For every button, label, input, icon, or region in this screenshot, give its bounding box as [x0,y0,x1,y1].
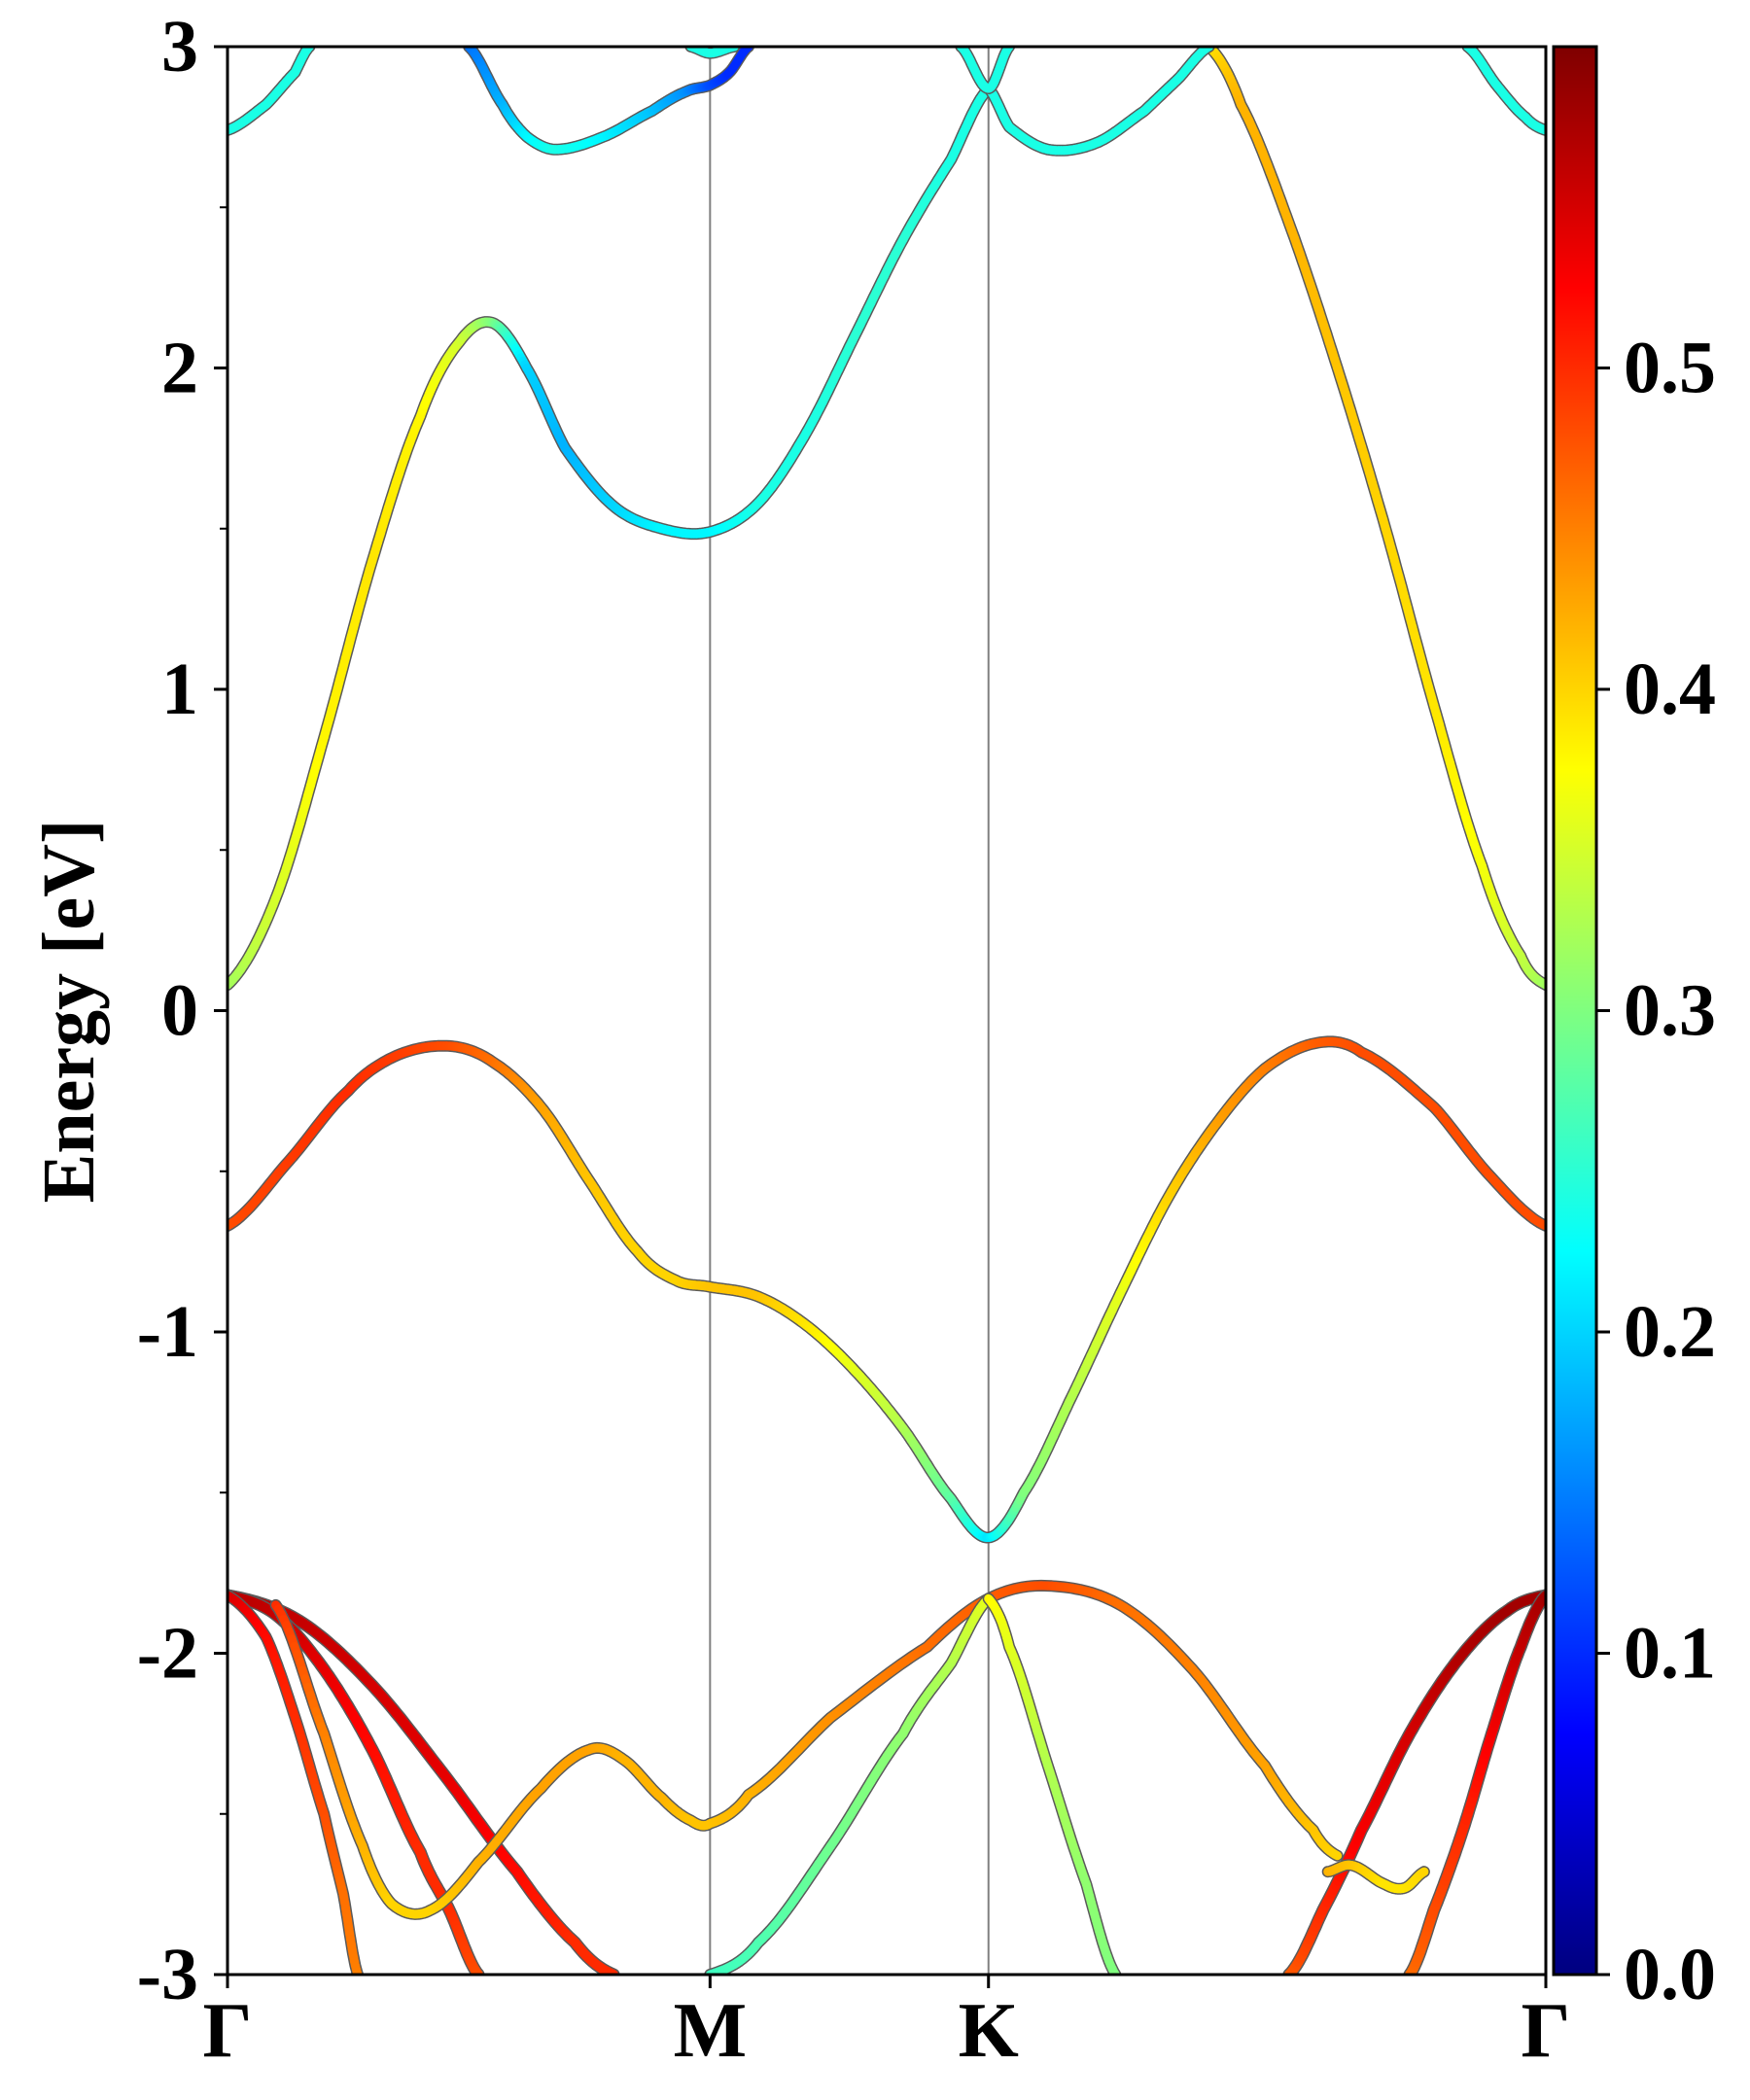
x-tick-label: M [674,1988,748,2074]
y-tick-label: 2 [161,328,198,409]
band-band-7 [1282,1589,1546,1975]
y-tick-label: -1 [137,1291,198,1373]
x-tick-label: K [959,1988,1019,2074]
colorbar-axis: 0.0 0.1 0.2 0.3 0.4 0.5 [1596,328,1716,2015]
band-outline [1282,1589,1546,1975]
colorbar-tick-label: 0.0 [1624,1934,1716,2015]
band-lines [228,47,1546,1975]
y-tick-label: 1 [161,648,198,730]
band-band-8 [1403,1589,1546,1975]
band-band-5 [704,1592,995,1975]
band-outline [269,1579,1344,1920]
colorbar-tick-label: 0.3 [1624,970,1716,1052]
y-axis: 3 2 1 0 -1 -2 -3 [137,6,228,2015]
x-tick-label: Γ [1522,1988,1571,2074]
band-band-11 [228,83,995,992]
y-tick-label: -3 [137,1934,198,2015]
y-axis-label: Energy [eV] [28,820,110,1204]
y-tick-label: 3 [161,6,198,88]
band-band-6 [982,1592,1122,1975]
band-band-4 [269,1579,1344,1920]
band-band-10 [228,1035,1546,1544]
colorbar-tick-label: 0.1 [1624,1613,1716,1695]
band-band-9 [1321,1859,1430,1895]
band-band-17 [463,47,754,156]
colorbar-tick-label: 0.2 [1624,1291,1716,1373]
band-segment [1331,1850,1343,1861]
colorbar-tick-label: 0.4 [1624,648,1716,730]
colorbar-tick-label: 0.5 [1624,328,1716,409]
x-tick-label: Γ [203,1988,253,2074]
y-tick-label: -2 [137,1613,198,1695]
band-band-15 [228,47,316,136]
band-band-16 [1461,47,1546,136]
colorbar [1552,45,1598,1977]
y-tick-label: 0 [161,970,198,1052]
high-symmetry-lines [709,47,990,1975]
band-outline [228,1035,1546,1544]
band-band-18 [684,47,741,59]
band-outline [228,83,995,992]
band-band-13 [982,47,1215,157]
plot-frame [226,45,1548,1977]
band-band-14 [955,47,1016,94]
band-band-12 [1203,47,1546,992]
